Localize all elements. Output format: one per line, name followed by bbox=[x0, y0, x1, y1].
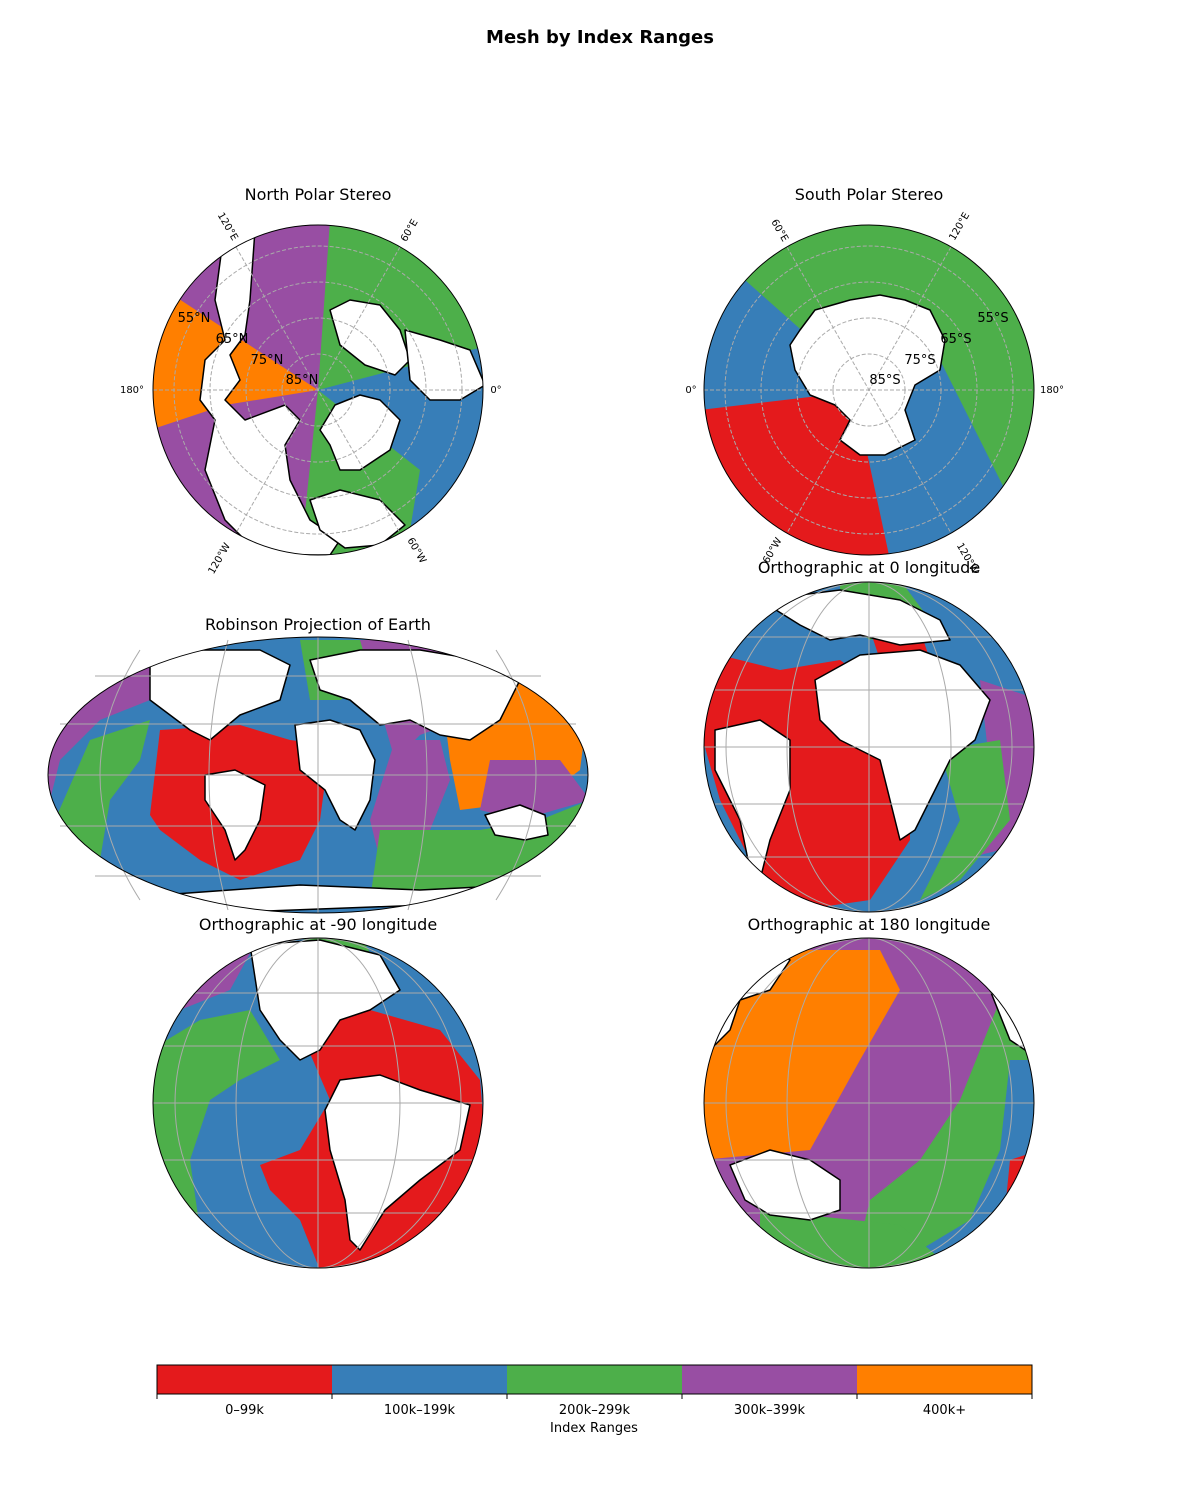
north-polar-map: 55°N 65°N 75°N 85°N 120°E 60°E 180° 0° 1… bbox=[120, 211, 502, 576]
colorbar-swatch-2 bbox=[507, 1365, 682, 1394]
colorbar-swatch-4 bbox=[857, 1365, 1032, 1394]
colorbar-tick-3: 300k–399k bbox=[733, 1403, 806, 1418]
lon-label-60w: 60°W bbox=[761, 536, 784, 566]
ortho-0-map bbox=[703, 581, 1035, 913]
ortho-0-title: Orthographic at 0 longitude bbox=[757, 558, 981, 577]
ortho-m90-title: Orthographic at -90 longitude bbox=[198, 915, 438, 934]
region-range-2 bbox=[745, 225, 1034, 555]
lon-label-60e: 60°E bbox=[399, 218, 421, 244]
lon-label-180: 180° bbox=[120, 385, 144, 396]
lat-label-85s: 85°S bbox=[869, 373, 900, 388]
south-polar-gridlines bbox=[704, 245, 1034, 535]
lon-label-0: 0° bbox=[490, 385, 501, 396]
land-south-america bbox=[324, 1074, 471, 1251]
ortho-0-frame bbox=[703, 581, 1035, 913]
colorbar bbox=[156, 1364, 1033, 1399]
lon-label-120w: 120°W bbox=[207, 541, 234, 576]
colorbar-tick-0: 0–99k bbox=[225, 1403, 264, 1418]
robinson-map bbox=[47, 636, 589, 914]
colorbar-swatch-1 bbox=[332, 1365, 507, 1394]
north-polar-frame bbox=[152, 224, 484, 556]
land-north-america bbox=[249, 939, 401, 1061]
ortho-180-frame bbox=[703, 937, 1035, 1269]
region-range-2-east bbox=[920, 740, 1010, 900]
colorbar-ticks bbox=[156, 1394, 1033, 1399]
ortho-180-regions bbox=[704, 938, 1034, 1268]
land-europe bbox=[404, 329, 483, 401]
colorbar-tick-2: 200k–299k bbox=[558, 1403, 631, 1418]
robinson-frame bbox=[47, 636, 589, 914]
land-north-america bbox=[199, 225, 341, 555]
north-polar-gridlines bbox=[153, 245, 483, 535]
land-antarctica bbox=[789, 294, 946, 456]
north-polar-title: North Polar Stereo bbox=[244, 185, 392, 204]
lon-label-60e: 60°E bbox=[768, 218, 790, 244]
colorbar-swatch-0 bbox=[157, 1365, 332, 1394]
lon-label-120e: 120°E bbox=[947, 211, 972, 243]
lat-label-55s: 55°S bbox=[977, 311, 1008, 326]
land-greenland-area bbox=[319, 394, 401, 471]
land-australia bbox=[729, 1149, 841, 1221]
land-north-america bbox=[149, 649, 291, 741]
south-polar-frame bbox=[703, 224, 1035, 556]
ortho-180-title: Orthographic at 180 longitude bbox=[747, 915, 991, 934]
colorbar-frame bbox=[156, 1364, 1033, 1395]
figure-title: Mesh by Index Ranges bbox=[486, 27, 714, 48]
colorbar-tick-1: 100k–199k bbox=[383, 1403, 456, 1418]
lat-label-55n: 55°N bbox=[178, 311, 211, 326]
lat-label-75s: 75°S bbox=[904, 353, 935, 368]
lat-label-65n: 65°N bbox=[216, 332, 249, 347]
lon-label-60w: 60°W bbox=[404, 536, 427, 566]
region-range-4 bbox=[704, 950, 900, 1160]
colorbar-title: Index Ranges bbox=[550, 1421, 638, 1436]
south-polar-map: 55°S 65°S 75°S 85°S 60°E 120°E 0° 180° 6… bbox=[685, 211, 1064, 576]
land-eurasia bbox=[309, 649, 521, 741]
colorbar-swatch-3 bbox=[682, 1365, 857, 1394]
lat-label-85n: 85°N bbox=[286, 373, 319, 388]
land-europe bbox=[759, 589, 951, 646]
lon-label-0: 0° bbox=[685, 385, 696, 396]
lat-label-75n: 75°N bbox=[251, 353, 284, 368]
ortho-180-map bbox=[703, 937, 1035, 1269]
colorbar-tick-4: 400k+ bbox=[922, 1403, 967, 1418]
robinson-gridlines bbox=[48, 637, 588, 913]
ortho-m90-frame bbox=[152, 937, 484, 1269]
lat-label-65s: 65°S bbox=[940, 332, 971, 347]
robinson-title: Robinson Projection of Earth bbox=[205, 615, 431, 634]
lon-label-120e: 120°E bbox=[215, 211, 240, 243]
south-polar-title: South Polar Stereo bbox=[794, 185, 944, 204]
lon-label-180: 180° bbox=[1040, 385, 1064, 396]
region-range-4 bbox=[153, 280, 318, 430]
ortho-m90-map bbox=[152, 937, 484, 1269]
lon-label-120w: 120°W bbox=[954, 541, 981, 576]
